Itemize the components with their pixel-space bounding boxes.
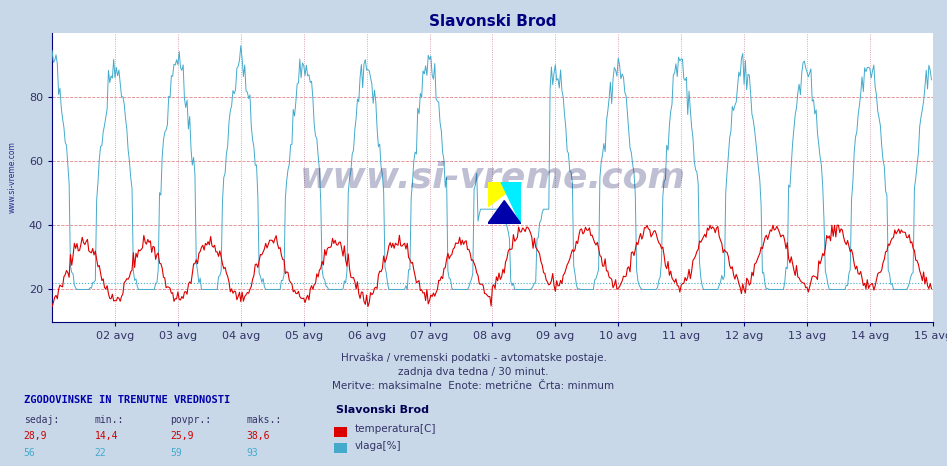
Text: www.si-vreme.com: www.si-vreme.com (8, 141, 17, 213)
Text: ZGODOVINSKE IN TRENUTNE VREDNOSTI: ZGODOVINSKE IN TRENUTNE VREDNOSTI (24, 395, 230, 405)
Text: 59: 59 (170, 448, 182, 458)
Polygon shape (488, 182, 521, 207)
Text: Meritve: maksimalne  Enote: metrične  Črta: minmum: Meritve: maksimalne Enote: metrične Črta… (332, 381, 615, 391)
Text: 25,9: 25,9 (170, 432, 194, 441)
Title: Slavonski Brod: Slavonski Brod (429, 14, 556, 29)
Text: min.:: min.: (95, 415, 124, 425)
Text: zadnja dva tedna / 30 minut.: zadnja dva tedna / 30 minut. (399, 367, 548, 377)
Text: 14,4: 14,4 (95, 432, 118, 441)
Text: povpr.:: povpr.: (170, 415, 211, 425)
Text: 22: 22 (95, 448, 106, 458)
Polygon shape (488, 200, 521, 224)
Text: vlaga[%]: vlaga[%] (355, 441, 402, 451)
Text: 28,9: 28,9 (24, 432, 47, 441)
Text: Slavonski Brod: Slavonski Brod (336, 405, 429, 415)
Polygon shape (501, 182, 521, 224)
Text: 93: 93 (246, 448, 258, 458)
Text: temperatura[C]: temperatura[C] (355, 425, 437, 434)
Text: Hrvaška / vremenski podatki - avtomatske postaje.: Hrvaška / vremenski podatki - avtomatske… (341, 353, 606, 363)
Text: www.si-vreme.com: www.si-vreme.com (299, 160, 686, 194)
Text: 38,6: 38,6 (246, 432, 270, 441)
Text: 56: 56 (24, 448, 35, 458)
Text: maks.:: maks.: (246, 415, 281, 425)
Text: sedaj:: sedaj: (24, 415, 59, 425)
